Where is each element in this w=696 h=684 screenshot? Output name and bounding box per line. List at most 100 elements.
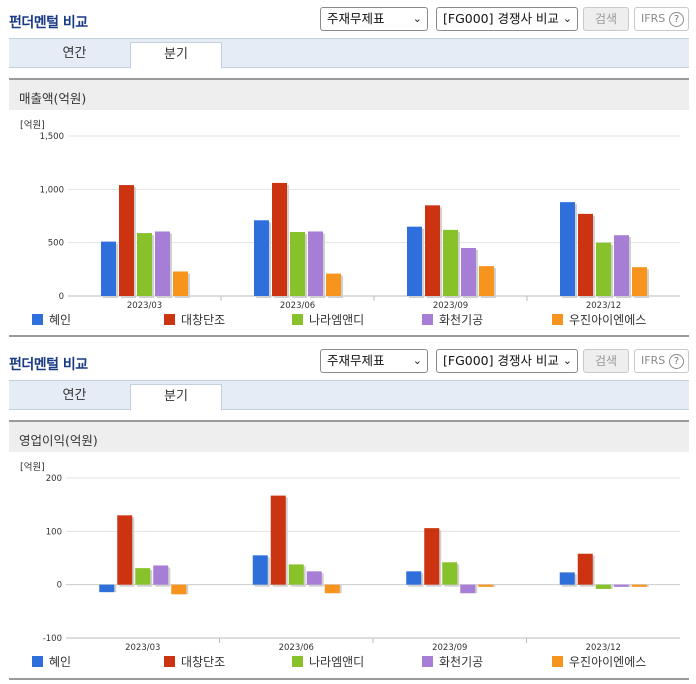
legend-label: 혜인 (49, 655, 72, 669)
legend-item[interactable]: 나라엠앤디 (292, 654, 364, 670)
help-icon: ? (669, 12, 684, 27)
bar-혜인 (560, 202, 575, 296)
section-title: 영업이익(억원) (19, 433, 98, 448)
legend-swatch (292, 656, 303, 667)
legend-item[interactable]: 혜인 (32, 654, 71, 670)
tab-quarterly[interactable]: 분기 (130, 384, 222, 411)
bar-혜인 (407, 226, 422, 296)
search-button[interactable]: 검색 (583, 7, 629, 31)
legend-item[interactable]: 화천기공 (422, 654, 483, 670)
bar-대창단조 (578, 213, 593, 296)
y-tick-label: -100 (43, 634, 62, 644)
x-tick-label: 2023/09 (432, 643, 467, 653)
legend-item[interactable]: 대창단조 (164, 312, 225, 328)
legend-item[interactable]: 혜인 (32, 312, 71, 328)
legend-item[interactable]: 대창단조 (164, 654, 225, 670)
y-tick-label: 0 (59, 292, 64, 302)
bar-나라엠앤디 (290, 232, 305, 296)
bar-나라엠앤디 (443, 229, 458, 296)
bar-화천기공 (460, 584, 476, 594)
bar-화천기공 (153, 565, 169, 585)
bar-대창단조 (272, 182, 287, 296)
legend-label: 화천기공 (439, 313, 484, 327)
compare-group-select[interactable]: [FG000] 경쟁사 비교 ⌄ (436, 7, 578, 31)
legend-label: 우진아이엔에스 (569, 655, 647, 669)
tab-annual[interactable]: 연간 (62, 388, 87, 403)
legend-item[interactable]: 우진아이엔에스 (552, 312, 646, 328)
x-tick-label: 2023/09 (433, 301, 468, 311)
bar-우진아이엔에스 (173, 271, 188, 296)
legend-swatch (32, 656, 43, 667)
chart-legend: 혜인 대창단조 나라엠앤디 화천기공 우진아이엔에스 (0, 654, 696, 672)
y-tick-label: 100 (46, 527, 62, 537)
compare-group-value: [FG000] 경쟁사 비교 (443, 353, 559, 368)
chevron-down-icon: ⌄ (412, 12, 422, 25)
x-tick-label: 2023/06 (279, 643, 314, 653)
legend-label: 화천기공 (439, 655, 484, 669)
bar-혜인 (406, 571, 422, 585)
bar-대창단조 (577, 553, 593, 585)
bar-우진아이엔에스 (171, 584, 187, 595)
bar-대창단조 (424, 528, 440, 585)
ifrs-help-button[interactable]: IFRS ? (634, 7, 689, 31)
compare-group-value: [FG000] 경쟁사 비교 (443, 11, 559, 26)
y-tick-label: 1,500 (40, 132, 64, 142)
ifrs-label: IFRS (641, 12, 666, 25)
legend-label: 혜인 (49, 313, 72, 327)
legend-item[interactable]: 나라엠앤디 (292, 312, 364, 328)
legend-swatch (422, 314, 433, 325)
section-title: 매출액(억원) (19, 91, 87, 106)
legend-swatch (32, 314, 43, 325)
period-tabs: 연간 분기 (9, 38, 689, 69)
legend-swatch (292, 314, 303, 325)
bar-나라엠앤디 (596, 242, 611, 296)
bar-나라엠앤디 (595, 584, 611, 589)
y-tick-label: 1,000 (40, 185, 64, 195)
legend-item[interactable]: 화천기공 (422, 312, 483, 328)
compare-group-select[interactable]: [FG000] 경쟁사 비교 ⌄ (436, 349, 578, 373)
chevron-down-icon: ⌄ (562, 12, 572, 25)
bar-대창단조 (117, 515, 133, 585)
bar-화천기공 (306, 571, 322, 585)
bar-나라엠앤디 (288, 564, 304, 585)
bar-혜인 (101, 241, 116, 296)
statement-type-select[interactable]: 주재무제표 ⌄ (320, 7, 428, 31)
y-tick-label: 500 (48, 239, 64, 249)
bar-화천기공 (155, 231, 170, 296)
bar-나라엠앤디 (135, 568, 151, 585)
bar-우진아이엔에스 (324, 584, 340, 594)
legend-label: 나라엠앤디 (309, 655, 365, 669)
bar-혜인 (252, 555, 268, 585)
legend-label: 대창단조 (181, 655, 226, 669)
tab-quarterly[interactable]: 분기 (130, 42, 222, 69)
bar-우진아이엔에스 (479, 266, 494, 296)
section-title-bar: 영업이익(억원) (9, 420, 689, 452)
legend-swatch (164, 656, 175, 667)
bar-화천기공 (614, 235, 629, 296)
legend-item[interactable]: 우진아이엔에스 (552, 654, 646, 670)
search-button[interactable]: 검색 (583, 349, 629, 373)
ifrs-label: IFRS (641, 354, 666, 367)
chart-unit-label: [억원] (20, 462, 45, 473)
bar-대창단조 (425, 205, 440, 296)
legend-swatch (552, 656, 563, 667)
section-title-bar: 매출액(억원) (9, 78, 689, 110)
revenue-chart: 0 500 1,000 1,500 2023/03 2023/06 2023/09 2023/… (40, 132, 680, 311)
legend-label: 우진아이엔에스 (569, 313, 647, 327)
tab-annual[interactable]: 연간 (62, 46, 87, 61)
bar-우진아이엔에스 (478, 584, 494, 587)
bar-화천기공 (613, 584, 629, 587)
panel-header: 펀더멘털 비교 주재무제표 ⌄ [FG000] 경쟁사 비교 ⌄ 검색 IFRS… (0, 0, 696, 36)
ifrs-help-button[interactable]: IFRS ? (634, 349, 689, 373)
operating-profit-panel: 펀더멘털 비교 주재무제표 ⌄ [FG000] 경쟁사 비교 ⌄ 검색 IFRS… (0, 342, 696, 684)
x-tick-label: 2023/03 (127, 301, 162, 311)
panel-header: 펀더멘털 비교 주재무제표 ⌄ [FG000] 경쟁사 비교 ⌄ 검색 IFRS… (0, 342, 696, 378)
x-tick-label: 2023/12 (586, 643, 621, 653)
legend-swatch (552, 314, 563, 325)
y-tick-label: 0 (57, 581, 62, 591)
bar-혜인 (254, 220, 269, 296)
statement-type-select[interactable]: 주재무제표 ⌄ (320, 349, 428, 373)
bar-나라엠앤디 (137, 233, 152, 296)
panel-divider (9, 678, 689, 680)
x-tick-label: 2023/12 (586, 301, 621, 311)
